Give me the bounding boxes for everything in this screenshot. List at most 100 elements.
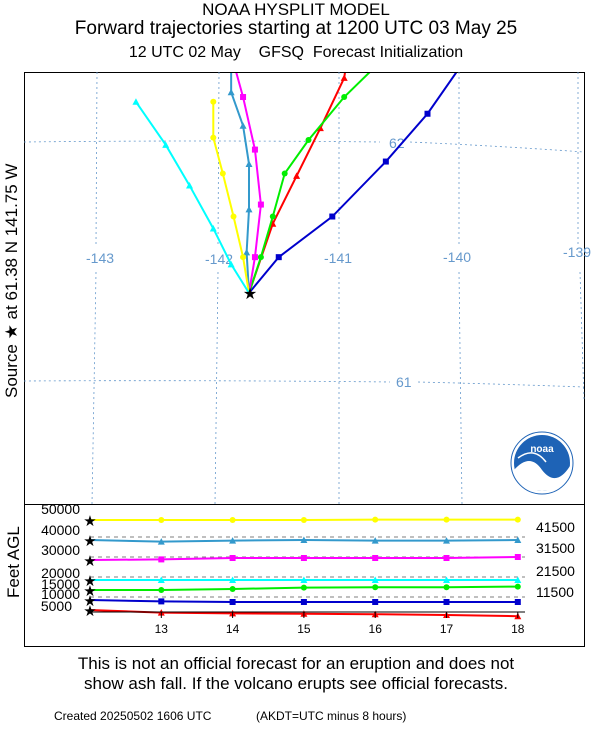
data-point-marker bbox=[382, 158, 389, 165]
data-point-marker bbox=[228, 29, 235, 36]
grid-parallel bbox=[23, 380, 585, 388]
grid-parallel bbox=[23, 140, 585, 153]
source-star-icon: ★ bbox=[243, 286, 257, 303]
source-star-icon: ★ bbox=[83, 553, 96, 570]
data-point-marker bbox=[251, 146, 258, 153]
data-point-marker bbox=[300, 599, 307, 605]
data-point-marker bbox=[157, 576, 165, 583]
x-tick-label: 17 bbox=[440, 622, 454, 636]
data-point-marker bbox=[300, 576, 308, 583]
data-point-marker bbox=[443, 576, 450, 583]
trajectory-line-yellow bbox=[212, 101, 250, 294]
data-point-marker bbox=[222, 29, 228, 35]
disclaimer-line-2: show ash fall. If the volcano erupts see… bbox=[84, 674, 508, 693]
data-point-marker bbox=[158, 587, 165, 593]
data-point-marker bbox=[257, 201, 264, 208]
altitude-left-label: 20000 bbox=[41, 565, 80, 581]
data-point-marker bbox=[229, 555, 236, 561]
grid-meridian bbox=[577, 72, 585, 401]
timezone-note: (AKDT=UTC minus 8 hours) bbox=[256, 709, 407, 723]
data-point-marker bbox=[229, 537, 237, 544]
data-point-marker bbox=[300, 536, 308, 543]
data-point-marker bbox=[300, 517, 307, 523]
data-point-marker bbox=[239, 122, 247, 129]
data-point-marker bbox=[210, 134, 217, 141]
lon-label: -143 bbox=[86, 250, 114, 266]
disclaimer: This is not an official forecast for an … bbox=[0, 654, 592, 694]
altitude-frame bbox=[24, 504, 585, 647]
trajectory-line-blue bbox=[248, 73, 458, 294]
data-point-marker bbox=[227, 88, 235, 96]
trajectory-line-magenta bbox=[235, 73, 262, 294]
data-point-marker bbox=[245, 205, 253, 213]
data-point-marker bbox=[245, 160, 253, 167]
altitude-left-label: 30000 bbox=[41, 542, 80, 558]
lat-label: 61 bbox=[396, 374, 412, 390]
altitude-left-label: 50000 bbox=[41, 501, 80, 517]
data-point-marker bbox=[243, 248, 251, 256]
altitude-x-ticks: 13 14 15 16 17 18 bbox=[90, 611, 525, 636]
noaa-logo-text: noaa bbox=[530, 444, 554, 455]
altitude-left-label: 10000 bbox=[41, 586, 80, 602]
data-point-marker bbox=[508, 3, 514, 9]
trajectory-line-green bbox=[248, 73, 371, 294]
data-point-marker bbox=[229, 517, 236, 523]
data-point-marker bbox=[300, 555, 307, 561]
data-point-marker bbox=[383, 53, 389, 59]
x-tick-label: 16 bbox=[369, 622, 383, 636]
disclaimer-line-1: This is not an official forecast for an … bbox=[77, 654, 515, 673]
data-point-marker bbox=[230, 213, 237, 220]
data-point-marker bbox=[157, 538, 165, 545]
altitude-left-label: 15000 bbox=[41, 576, 80, 592]
data-point-marker bbox=[340, 74, 348, 81]
data-point-marker bbox=[251, 254, 258, 261]
data-point-marker bbox=[443, 516, 450, 523]
data-point-marker bbox=[341, 94, 348, 101]
data-point-marker bbox=[158, 556, 165, 563]
noaa-logo: noaa bbox=[510, 431, 574, 495]
map-frame bbox=[24, 72, 585, 505]
created-timestamp: Created 20250502 1606 UTC bbox=[54, 709, 212, 723]
lat-label: 62 bbox=[389, 135, 405, 151]
data-point-marker bbox=[443, 584, 450, 591]
trajectory-title: Forward trajectories starting at 1200 UT… bbox=[74, 18, 518, 39]
altitude-left-label: 40000 bbox=[41, 522, 80, 538]
data-point-marker bbox=[305, 137, 312, 144]
altitude-right-label: 41500 bbox=[536, 519, 575, 535]
altitude-right-label: 31500 bbox=[536, 540, 575, 556]
data-point-marker bbox=[372, 599, 379, 605]
data-point-marker bbox=[371, 537, 379, 544]
source-star-icon: ★ bbox=[83, 573, 96, 590]
data-point-marker bbox=[158, 598, 165, 605]
data-point-marker bbox=[293, 172, 301, 179]
data-point-marker bbox=[443, 599, 450, 605]
data-point-marker bbox=[466, 51, 472, 57]
map-grid bbox=[23, 71, 585, 505]
grid-meridian bbox=[458, 72, 463, 505]
data-point-marker bbox=[158, 517, 165, 523]
altitude-left-label: 5000 bbox=[41, 598, 72, 614]
data-point-marker bbox=[372, 555, 379, 561]
data-point-marker bbox=[372, 584, 379, 591]
initialization-line: 12 UTC 02 May GFSQ Forecast Initializati… bbox=[128, 44, 464, 61]
source-star-icon: ★ bbox=[83, 513, 96, 530]
model-title: NOAA HYSPLIT MODEL bbox=[202, 0, 390, 19]
data-point-marker bbox=[514, 599, 521, 605]
source-star-icon: ★ bbox=[83, 533, 96, 550]
data-point-marker bbox=[371, 576, 379, 583]
data-point-marker bbox=[209, 224, 217, 232]
data-point-marker bbox=[162, 141, 170, 148]
data-point-marker bbox=[514, 516, 521, 523]
lon-label: -141 bbox=[324, 250, 352, 266]
x-tick-label: 14 bbox=[226, 622, 240, 636]
data-point-marker bbox=[281, 170, 288, 177]
data-point-marker bbox=[186, 181, 193, 189]
data-point-marker bbox=[300, 584, 307, 591]
data-point-marker bbox=[514, 536, 522, 543]
data-point-marker bbox=[316, 124, 324, 132]
data-point-marker bbox=[347, 34, 354, 41]
trajectory-line-cyan bbox=[135, 101, 250, 294]
data-point-marker bbox=[443, 555, 450, 561]
source-star-icon: ★ bbox=[83, 593, 96, 610]
